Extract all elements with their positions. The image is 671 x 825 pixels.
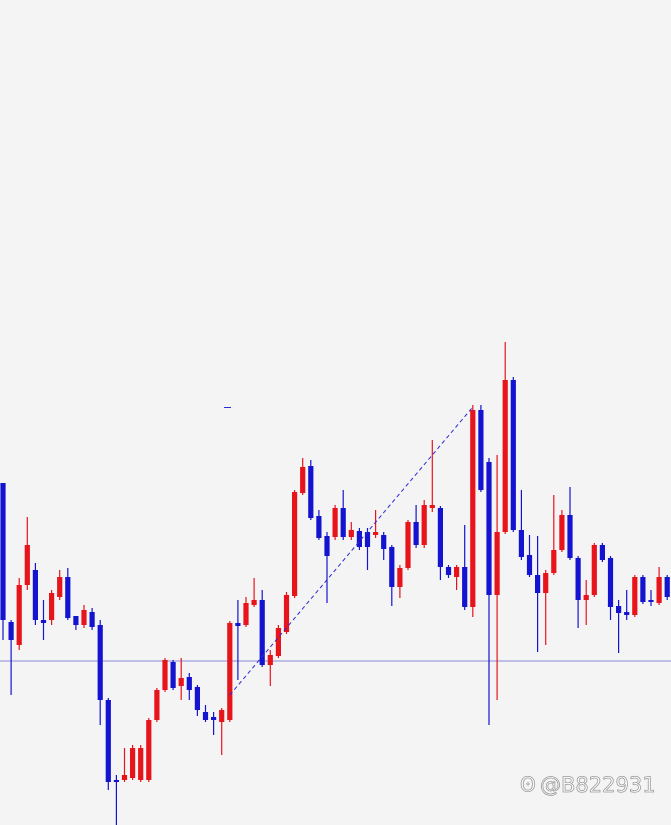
candle-body — [97, 625, 103, 700]
candle-body — [486, 462, 492, 595]
candle-body — [624, 612, 630, 615]
candle-body — [551, 550, 557, 573]
candle-body — [470, 410, 476, 607]
candle-body — [219, 710, 225, 722]
candle-body — [178, 678, 184, 686]
candle-body — [632, 577, 638, 615]
candle-body — [559, 515, 565, 550]
watermark-icon: ʘ — [520, 773, 536, 797]
candle-body — [575, 558, 581, 600]
candle-body — [300, 467, 306, 493]
candle-body — [267, 655, 273, 665]
candle-body — [389, 547, 395, 587]
candle-body — [49, 593, 55, 620]
candle-body — [656, 577, 662, 603]
candle-body — [162, 660, 168, 690]
candle-body — [413, 522, 419, 545]
candles — [0, 342, 670, 825]
candle-body — [57, 577, 63, 597]
candle-body — [535, 575, 541, 593]
candle-body — [170, 662, 176, 688]
candle-body — [316, 516, 322, 538]
candle-body — [340, 508, 346, 537]
candle-body — [364, 532, 371, 547]
candle-body — [478, 410, 484, 490]
candle-body — [24, 545, 30, 585]
candle-body — [348, 530, 354, 537]
candle-body — [275, 628, 281, 656]
candle-body — [0, 483, 6, 620]
candle-body — [510, 380, 516, 530]
candle-body — [8, 622, 14, 640]
candle-body — [243, 603, 249, 625]
candle-body — [429, 505, 435, 508]
candle-body — [526, 555, 533, 575]
candle-body — [381, 535, 387, 549]
candle-body — [640, 577, 646, 602]
candle-body — [599, 545, 605, 560]
candle-body — [65, 577, 71, 618]
candle-body — [105, 700, 111, 782]
candle-body — [462, 567, 468, 607]
candle-body — [502, 380, 508, 532]
candle-body — [113, 780, 119, 782]
candle-body — [283, 595, 290, 632]
candle-body — [186, 677, 192, 690]
candle-body — [154, 690, 160, 720]
candle-body — [583, 595, 589, 600]
candle-body — [308, 466, 314, 518]
candle-body — [518, 530, 524, 557]
candle-body — [73, 616, 79, 625]
candle-body — [292, 492, 298, 596]
candle-body — [445, 567, 452, 575]
candle-body — [591, 545, 597, 595]
candle-body — [494, 532, 500, 595]
candle-body — [227, 623, 233, 720]
candle-body — [235, 623, 241, 626]
candle-body — [543, 573, 549, 593]
candle-body — [324, 536, 330, 556]
candle-body — [32, 570, 38, 620]
candle-body — [130, 748, 136, 778]
candle-body — [454, 567, 460, 577]
candle-body — [251, 600, 257, 605]
candle-body — [194, 687, 200, 710]
candle-body — [121, 775, 128, 780]
candle-body — [648, 600, 654, 602]
candle-body — [405, 522, 411, 568]
candle-body — [616, 606, 622, 613]
candle-body — [89, 612, 95, 627]
candle-body — [146, 720, 152, 780]
candle-body — [40, 620, 47, 623]
watermark: @B822931 — [540, 773, 656, 797]
candle-body — [16, 585, 22, 645]
candle-body — [373, 532, 379, 535]
candle-body — [356, 531, 362, 547]
candle-body — [138, 748, 144, 780]
candle-body — [437, 508, 443, 567]
candle-body — [332, 508, 338, 537]
candle-body — [567, 515, 573, 558]
candle-body — [421, 505, 427, 545]
candle-body — [664, 577, 670, 597]
candle-body — [211, 717, 217, 720]
candle-body — [607, 558, 614, 607]
candle-body — [202, 712, 209, 720]
candle-body — [81, 610, 87, 625]
candle-body — [259, 600, 265, 665]
candle-body — [397, 568, 403, 587]
